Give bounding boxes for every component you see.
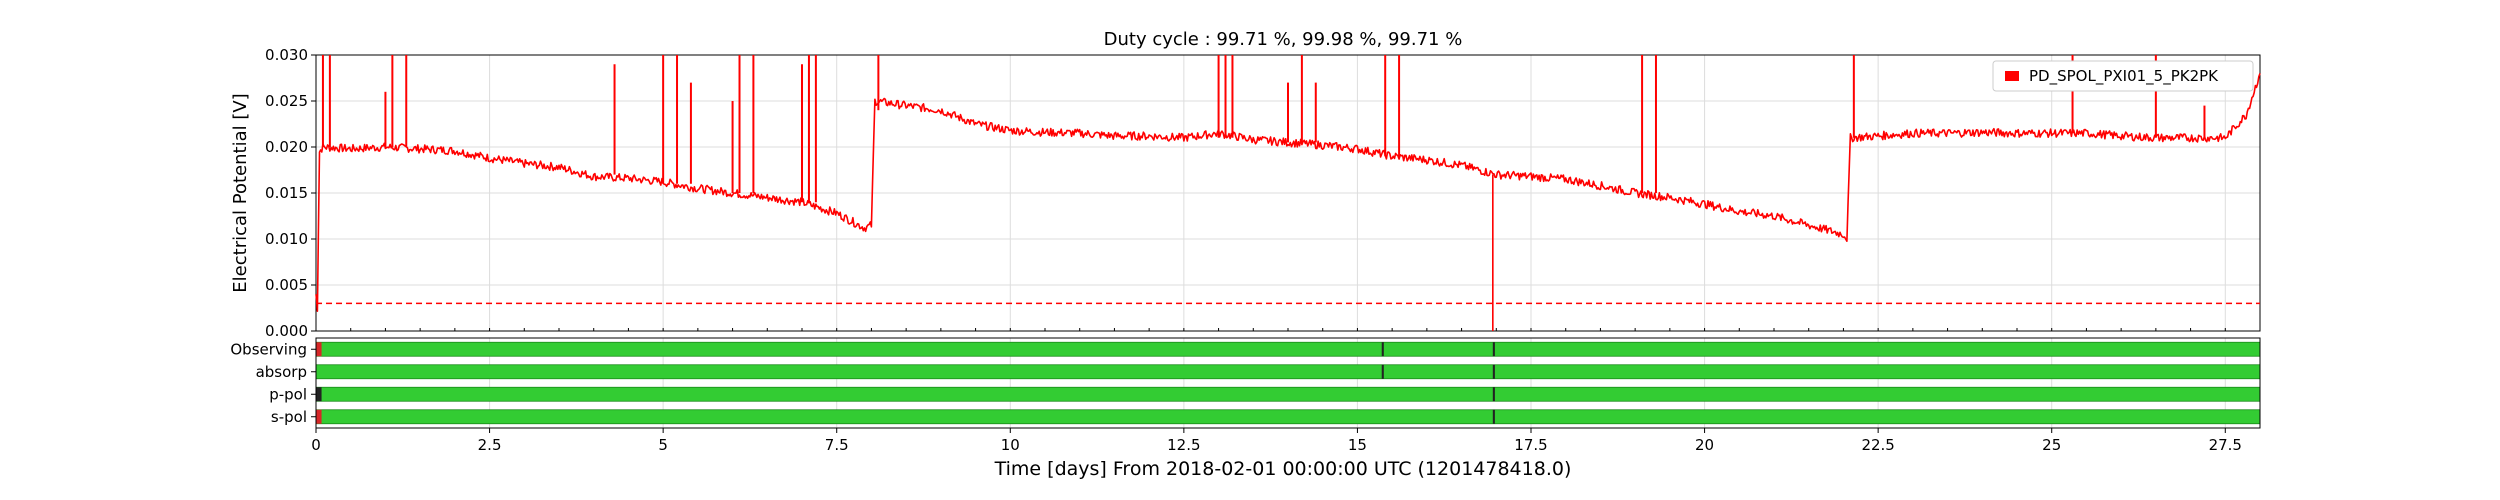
segment-row-label: p-pol bbox=[269, 385, 307, 403]
x-tick-label: 27.5 bbox=[2209, 436, 2242, 454]
x-tick-label: 7.5 bbox=[825, 436, 849, 454]
segment-panel-frame bbox=[315, 337, 2261, 429]
series-line bbox=[315, 73, 2261, 313]
segment-bar bbox=[315, 386, 2261, 402]
segment-gap bbox=[1381, 364, 1384, 379]
segment-bar bbox=[315, 409, 2261, 425]
segment-gap bbox=[316, 409, 322, 424]
segment-bar bbox=[315, 364, 2261, 380]
chart-title: Duty cycle : 99.71 %, 99.98 %, 99.71 % bbox=[1104, 29, 1463, 50]
y-tick-label: 0.025 bbox=[265, 92, 308, 110]
y-tick-label: 0.010 bbox=[265, 230, 308, 248]
legend: PD_SPOL_PXI01_5_PK2PK bbox=[1992, 60, 2254, 92]
x-tick-label: 5 bbox=[658, 436, 668, 454]
legend-swatch bbox=[2005, 71, 2019, 81]
x-tick-label: 10 bbox=[1001, 436, 1020, 454]
segment-gap bbox=[1492, 364, 1495, 379]
y-tick-label: 0.000 bbox=[265, 322, 308, 340]
series-line-group bbox=[315, 55, 2261, 331]
x-tick-label: 0 bbox=[311, 436, 321, 454]
segment-panel: Observing absorp p-pol s-pol bbox=[230, 340, 2261, 426]
x-tick-label: 15 bbox=[1348, 436, 1367, 454]
x-tick-label: 20 bbox=[1695, 436, 1714, 454]
y-tick-label: 0.015 bbox=[265, 184, 308, 202]
segment-gap bbox=[1492, 342, 1495, 357]
y-axis-label: Electrical Potential [V] bbox=[230, 93, 251, 292]
segment-row-label: absorp bbox=[256, 363, 307, 381]
segment-gap bbox=[1381, 342, 1384, 357]
x-tick-label: 22.5 bbox=[1861, 436, 1894, 454]
legend-frame bbox=[1992, 60, 2254, 92]
x-tick-label: 25 bbox=[2042, 436, 2061, 454]
segment-gap bbox=[316, 387, 322, 402]
segment-bar bbox=[315, 341, 2261, 357]
y-tick-label: 0.005 bbox=[265, 276, 308, 294]
x-axis-label: Time [days] From 2018-02-01 00:00:00 UTC… bbox=[994, 458, 1572, 480]
segment-gap bbox=[1492, 409, 1495, 424]
legend-label: PD_SPOL_PXI01_5_PK2PK bbox=[2029, 67, 2219, 86]
y-tick-label: 0.020 bbox=[265, 138, 308, 156]
x-axis-ticks: 0 2.5 5 7.5 10 12.5 15 17.5 20 22.5 25 27.5 bbox=[311, 328, 2261, 454]
x-tick-label: 2.5 bbox=[478, 436, 502, 454]
y-tick-label: 0.030 bbox=[265, 46, 308, 64]
y-axis-ticks: 0.000 0.005 0.010 0.015 0.020 0.025 0.030 bbox=[265, 46, 316, 340]
segment-gap bbox=[1492, 387, 1495, 402]
segment-row-label: s-pol bbox=[271, 408, 307, 426]
segment-gap bbox=[316, 342, 322, 357]
x-tick-label: 12.5 bbox=[1167, 436, 1200, 454]
segment-row-label: Observing bbox=[230, 340, 307, 358]
x-tick-label: 17.5 bbox=[1514, 436, 1547, 454]
